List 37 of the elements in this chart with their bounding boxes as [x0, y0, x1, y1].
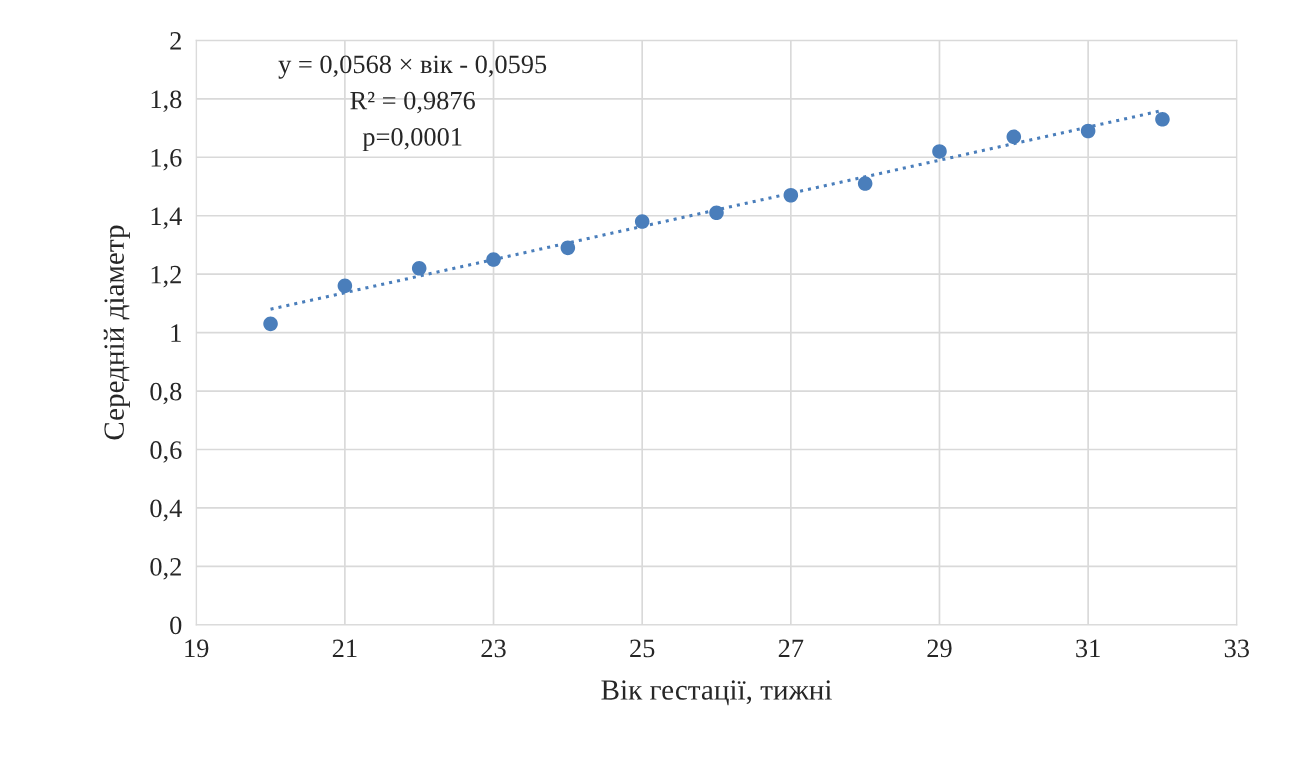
y-tick-label: 1,8 — [151, 90, 182, 113]
x-tick-label: 31 — [1076, 639, 1100, 658]
annotation: R² = 0,9876 — [350, 91, 475, 114]
annotation: p=0,0001 — [362, 127, 462, 152]
y-tick-label: 1,4 — [151, 207, 182, 229]
point — [1080, 123, 1096, 139]
point — [560, 240, 576, 256]
y-tick-label: 0 — [170, 616, 182, 635]
x-tick-label: 21 — [332, 639, 357, 658]
point — [783, 187, 799, 203]
point — [411, 261, 427, 276]
point — [1006, 129, 1022, 145]
annotation: y = 0,0568 × вік - 0,0595 — [278, 55, 547, 79]
x-tick-label: 29 — [927, 639, 952, 658]
x-tick-label: 23 — [481, 639, 506, 658]
x-tick-label: 25 — [630, 639, 655, 658]
y-tick-label: 1 — [171, 324, 181, 342]
y-tick-label: 0,6 — [150, 441, 182, 463]
x-tick-label: 27 — [778, 639, 804, 658]
y-tick-label: 0,2 — [150, 558, 181, 580]
y-tick-label: 2 — [170, 32, 181, 50]
y-tick-label: 1,2 — [151, 265, 181, 288]
point — [263, 316, 278, 332]
point — [337, 278, 353, 294]
point — [932, 144, 947, 159]
point — [1155, 112, 1170, 127]
x-tick-label: 19 — [185, 639, 209, 658]
point — [857, 176, 873, 191]
y-tick-label: 1,6 — [151, 148, 182, 171]
x-axis-title: Вік гестації, тижні — [601, 680, 832, 706]
y-tick-label: 0,8 — [150, 382, 182, 405]
point — [486, 252, 501, 267]
point — [634, 214, 650, 229]
y-tick-label: 0,4 — [150, 499, 182, 522]
point — [709, 205, 724, 221]
y-axis-title: Середній діаметр — [103, 225, 130, 440]
x-tick-label: 33 — [1224, 639, 1249, 658]
